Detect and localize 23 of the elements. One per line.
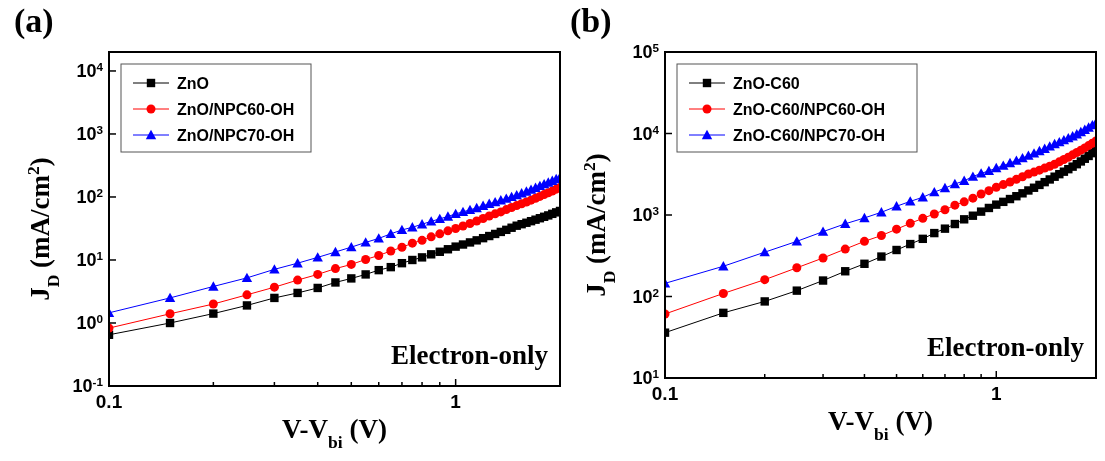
x-tick-label: 1: [990, 383, 1002, 404]
chart-title: (b): [570, 2, 612, 40]
y-tick-label: 10$^{5}$: [632, 40, 660, 62]
x-axis-title: V-V$_{bi}$ (V): [828, 406, 933, 444]
legend-label: ZnO/NPC70-OH: [177, 127, 295, 144]
x-axis-title: V-V$_{bi}$ (V): [282, 414, 387, 452]
y-tick-label: 10$^{2}$: [632, 285, 660, 307]
legend-label: ZnO/NPC60-OH: [177, 101, 295, 118]
y-tick-label: 10$^{2}$: [76, 185, 104, 207]
y-tick-label: 10$^{4}$: [76, 59, 104, 81]
y-tick-label: 10$^{1}$: [76, 248, 104, 270]
legend-label: ZnO: [177, 75, 209, 92]
y-tick-label: 10$^{0}$: [76, 311, 104, 333]
legend-label: ZnO-C60/NPC60-OH: [733, 101, 886, 118]
y-tick-label: 10$^{3}$: [76, 122, 104, 144]
y-tick-label: 10$^{3}$: [632, 203, 660, 225]
annotation: Electron-only: [391, 340, 549, 370]
annotation: Electron-only: [927, 332, 1085, 362]
y-tick-label: 10$^{4}$: [632, 122, 660, 144]
chart-title: (a): [14, 2, 54, 40]
x-tick-label: 1: [450, 391, 462, 412]
legend-label: ZnO-C60: [733, 75, 800, 92]
legend-label: ZnO-C60/NPC70-OH: [733, 127, 886, 144]
